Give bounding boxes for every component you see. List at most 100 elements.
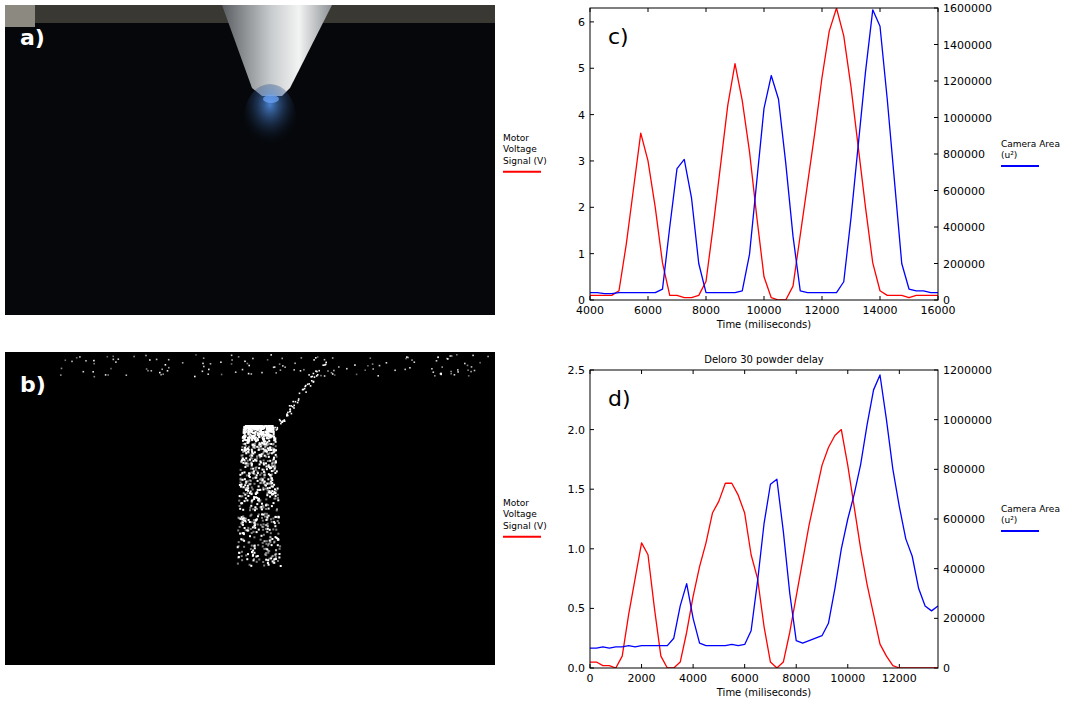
photo-speck bbox=[287, 412, 289, 414]
photo-speck bbox=[254, 544, 256, 546]
photo-speck bbox=[244, 500, 246, 502]
y2-tick bbox=[934, 469, 938, 470]
chart-title: Deloro 30 powder delay bbox=[704, 354, 824, 365]
photo-speck bbox=[275, 549, 277, 551]
photo-speck bbox=[265, 528, 267, 530]
photo-speck bbox=[253, 435, 255, 437]
photo-speck bbox=[264, 446, 266, 448]
photo-speck bbox=[251, 472, 253, 474]
photo-speck bbox=[290, 410, 292, 412]
photo-speck bbox=[61, 368, 63, 370]
photo-speck bbox=[262, 526, 264, 528]
photo-speck bbox=[263, 534, 265, 536]
photo-speck bbox=[286, 413, 288, 415]
photo-speck bbox=[251, 455, 253, 457]
photo-speck bbox=[241, 473, 243, 475]
photo-speck bbox=[474, 370, 476, 372]
axis-color-key bbox=[1001, 165, 1039, 167]
photo-speck bbox=[118, 358, 120, 360]
photo-speck bbox=[107, 374, 109, 376]
photo-speck bbox=[238, 517, 240, 519]
figure: a)b)400060008000100001200014000160000123… bbox=[0, 0, 1068, 710]
photo-speck bbox=[94, 376, 96, 378]
photo-speck bbox=[263, 440, 265, 442]
photo-speck bbox=[268, 473, 270, 475]
photo-speck bbox=[264, 450, 266, 452]
photo-speck bbox=[243, 432, 245, 434]
y2-tick bbox=[934, 154, 938, 155]
y2-tick-label: 800000 bbox=[943, 148, 985, 161]
photo-speck bbox=[162, 373, 164, 375]
photo-speck bbox=[273, 484, 275, 486]
y2-tick-label: 1000000 bbox=[943, 414, 992, 427]
photo-speck bbox=[258, 489, 260, 491]
photo-speck bbox=[237, 529, 239, 531]
photo-speck bbox=[274, 525, 276, 527]
photo-speck bbox=[470, 371, 472, 373]
photo-speck bbox=[251, 458, 253, 460]
photo-speck bbox=[259, 489, 261, 491]
photo-speck bbox=[273, 431, 275, 433]
photo-speck bbox=[447, 358, 449, 360]
photo-speck bbox=[270, 429, 272, 431]
photo-speck bbox=[302, 389, 304, 391]
x-tick bbox=[847, 664, 848, 668]
photo-speck bbox=[250, 514, 252, 516]
photo-speck bbox=[202, 363, 204, 365]
y2-tick bbox=[934, 568, 938, 569]
photo-speck bbox=[277, 428, 279, 430]
photo-speck bbox=[240, 482, 242, 484]
photo-speck bbox=[266, 437, 268, 439]
axis-title: MotorVoltageSignal (V) bbox=[503, 498, 547, 531]
photo-speck bbox=[249, 427, 251, 429]
photo-speck bbox=[266, 531, 268, 533]
photo-speck bbox=[243, 450, 245, 452]
photo-speck bbox=[269, 540, 271, 542]
y2-tick bbox=[934, 190, 938, 191]
photo-speck bbox=[269, 447, 271, 449]
photo-speck bbox=[275, 461, 277, 463]
photo-speck bbox=[251, 492, 253, 494]
photo-speck bbox=[258, 434, 260, 436]
photo-speck bbox=[281, 421, 283, 423]
photo-speck bbox=[451, 355, 453, 357]
photo-speck bbox=[259, 482, 261, 484]
photo-speck bbox=[255, 467, 257, 469]
photo-speck bbox=[248, 463, 250, 465]
photo-speck bbox=[241, 455, 243, 457]
photo-speck bbox=[276, 429, 278, 431]
photo-speck bbox=[298, 400, 300, 402]
photo-speck bbox=[251, 499, 253, 501]
photo-speck bbox=[275, 454, 277, 456]
x-tick bbox=[693, 664, 694, 668]
axis-title-line: Signal (V) bbox=[503, 521, 547, 531]
photo-speck bbox=[247, 363, 249, 365]
photo-speck bbox=[271, 462, 273, 464]
y-tick bbox=[590, 608, 594, 609]
photo-speck bbox=[202, 371, 204, 373]
y2-tick bbox=[934, 419, 938, 420]
photo-speck bbox=[262, 545, 264, 547]
photo-speck bbox=[252, 477, 254, 479]
photo-speck bbox=[242, 532, 244, 534]
photo-speck bbox=[367, 365, 369, 367]
photo-speck bbox=[260, 425, 262, 427]
photo-speck bbox=[251, 545, 253, 547]
photo-speck bbox=[251, 449, 253, 451]
photo-speck bbox=[253, 447, 255, 449]
photo-speck bbox=[256, 491, 258, 493]
photo-speck bbox=[240, 460, 242, 462]
photo-speck bbox=[266, 441, 268, 443]
y-tick bbox=[590, 68, 594, 69]
photo-speck bbox=[247, 426, 249, 428]
axis-color-key bbox=[1001, 530, 1039, 532]
x-axis-title: Time (miliseconds) bbox=[716, 319, 812, 330]
y-tick bbox=[590, 114, 594, 115]
photo-speck bbox=[244, 426, 246, 428]
photo-speck bbox=[248, 519, 250, 521]
photo-speck bbox=[231, 363, 233, 365]
photo-speck bbox=[253, 427, 255, 429]
photo-speck bbox=[273, 443, 275, 445]
photo-speck bbox=[242, 539, 244, 541]
photo-speck bbox=[253, 443, 255, 445]
